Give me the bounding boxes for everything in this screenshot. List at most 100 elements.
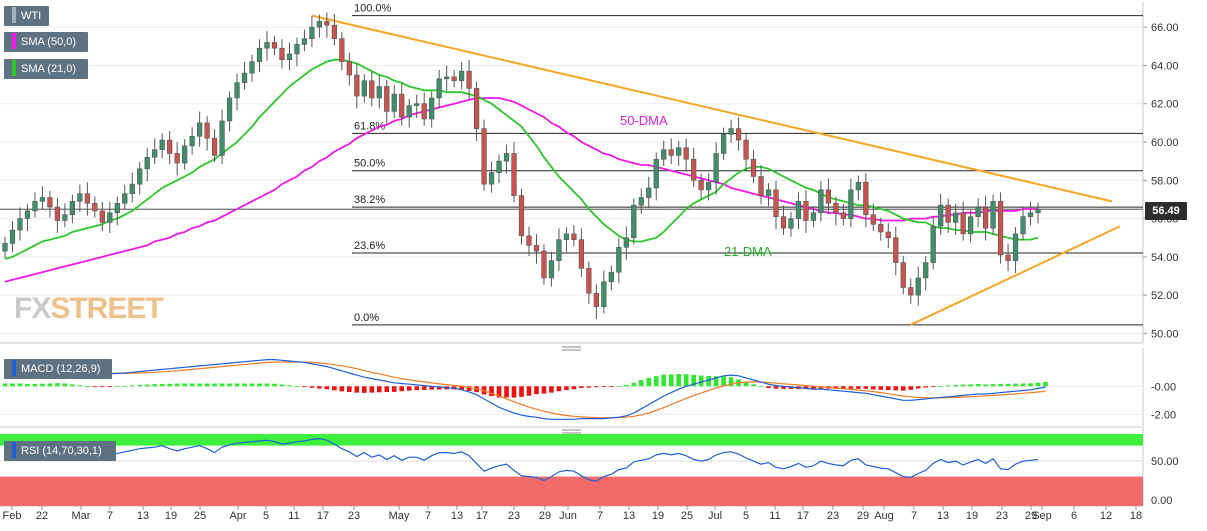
candle-body (488, 172, 495, 185)
x-tick-label: 6 (1071, 510, 1077, 522)
macd-histogram-bar (811, 386, 816, 390)
legend-sma50-label: SMA (50,0) (21, 36, 77, 48)
macd-histogram-bar (249, 383, 255, 387)
macd-histogram-bar (594, 386, 599, 388)
price-tick-label: 50.00 (1151, 328, 1179, 340)
macd-histogram-bar (1005, 383, 1011, 387)
candle-body (825, 189, 832, 204)
candle-body (361, 80, 367, 97)
macd-histogram-bar (549, 386, 554, 393)
macd-histogram-bar (653, 376, 659, 387)
macd-histogram-bar (324, 386, 330, 390)
macd-histogram-bar (2, 383, 8, 387)
x-tick-label: 13 (451, 510, 463, 522)
candle-body (900, 262, 906, 288)
macd-histogram-bar (668, 374, 674, 387)
candle-body (32, 201, 38, 212)
candle-body (638, 197, 644, 206)
macd-histogram-bar (99, 386, 105, 388)
x-tick-label: 22 (36, 510, 48, 522)
candle-body (1035, 208, 1041, 214)
x-tick-label: Sep (1032, 510, 1052, 522)
x-tick-label: Mar (72, 510, 91, 522)
candle-body (908, 287, 914, 296)
macd-histogram-bar (893, 386, 899, 391)
macd-histogram-bar (713, 376, 719, 387)
candle-body (24, 210, 31, 219)
macd-histogram-bar (264, 383, 270, 387)
candle-body (129, 183, 135, 194)
legend-rsi[interactable]: RSI (14,70,30,1) (4, 441, 116, 461)
candle-body (863, 181, 869, 216)
x-tick-label: 29 (1025, 510, 1037, 522)
macd-histogram-bar (391, 386, 397, 392)
candle-body (930, 225, 936, 263)
candle-body (990, 201, 996, 229)
candle-body (376, 86, 382, 99)
candle-body (77, 193, 83, 202)
candle-body (234, 82, 240, 99)
macd-histogram-bar (541, 386, 547, 394)
macd-histogram-bar (1013, 383, 1018, 387)
macd-histogram-bar (1028, 383, 1033, 387)
x-tick-label: 23 (508, 510, 520, 522)
candle-body (720, 134, 727, 154)
macd-histogram-bar (960, 384, 966, 387)
candle-body (122, 193, 128, 204)
x-tick-label: 13 (137, 510, 149, 522)
x-tick-label: 23 (996, 510, 1008, 522)
macd-histogram-bar (129, 385, 135, 387)
legend-sma21-label: SMA (21,0) (21, 63, 77, 75)
macd-histogram-bar (526, 386, 532, 396)
macd-histogram-bar (384, 386, 390, 393)
candle-body (39, 197, 46, 202)
price-tick-label: 60.00 (1151, 137, 1179, 149)
macd-histogram-bar (616, 385, 622, 387)
x-tick-label: 29 (857, 510, 869, 522)
macd-histogram-bar (182, 383, 187, 387)
candle-body (114, 202, 120, 214)
x-tick-label: 5 (743, 510, 749, 522)
x-tick-label: 7 (107, 510, 113, 522)
price-tick-label: 54.00 (1151, 252, 1179, 264)
candle-body (608, 271, 614, 283)
macd-tick-label: -0.00 (1151, 381, 1176, 393)
candle-body (2, 243, 8, 252)
macd-histogram-bar (631, 382, 637, 387)
candle-body (249, 61, 255, 74)
x-tick-label: 7 (911, 510, 917, 522)
legend-macd[interactable]: MACD (12,26,9) (4, 359, 112, 379)
grid-lines (0, 2, 1144, 507)
x-tick-label: 25 (194, 510, 206, 522)
candle-body (593, 292, 599, 307)
macd-histogram-bar (638, 380, 644, 387)
macd-histogram-bar (803, 386, 809, 390)
macd-histogram-bar (62, 383, 68, 387)
legend-rsi-swatch (12, 442, 16, 459)
candle-body (324, 21, 330, 26)
candle-body (436, 78, 442, 99)
candle-body (496, 160, 502, 173)
legend-sma21[interactable]: SMA (21,0) (4, 59, 88, 79)
macd-histogram-bar (571, 386, 577, 390)
candle-body (316, 21, 323, 28)
candle-body (62, 214, 68, 221)
macd-histogram-bar (414, 386, 420, 391)
candle-body (735, 128, 742, 141)
candle-body (211, 137, 218, 156)
macd-histogram-bar (609, 386, 614, 388)
candle-body (743, 139, 749, 160)
candle-body (384, 86, 390, 112)
candle-body (414, 103, 420, 106)
legend-wti[interactable]: WTI (4, 6, 50, 26)
candle-body (189, 135, 195, 147)
candle-body (945, 204, 951, 223)
macd-histogram-bar (369, 386, 375, 393)
candle-body (1020, 216, 1026, 235)
candle-body (780, 216, 787, 229)
macd-histogram-bar (302, 386, 307, 388)
candle-body (713, 153, 719, 183)
legend-sma50[interactable]: SMA (50,0) (4, 32, 88, 52)
macd-histogram-bar (406, 386, 412, 391)
rsi-tick-label: 50.00 (1151, 456, 1179, 468)
